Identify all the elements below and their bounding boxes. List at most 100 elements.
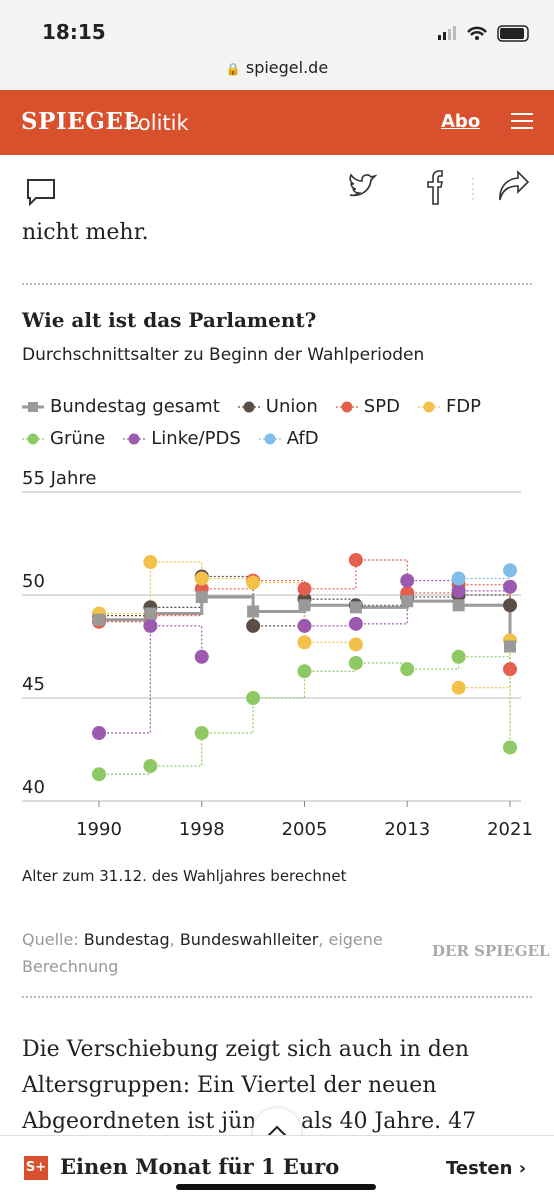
step-line	[201, 580, 254, 590]
point	[400, 573, 415, 588]
site-header: SPIEGEL Politik Abo	[0, 90, 554, 155]
point	[143, 555, 158, 570]
chart-note: Alter zum 31.12. des Wahljahres berechne…	[22, 867, 347, 885]
step-line	[458, 603, 512, 647]
promo-banner[interactable]: S+ Einen Monat für 1 Euro Testen ›	[0, 1135, 554, 1201]
point	[451, 571, 466, 586]
menu-icon[interactable]	[510, 111, 534, 131]
step-line	[458, 656, 511, 748]
point	[297, 618, 312, 633]
step-line	[304, 603, 358, 608]
step-line	[253, 671, 306, 699]
point	[246, 618, 261, 633]
point	[452, 599, 465, 612]
point	[246, 575, 261, 590]
legend-swatch	[258, 433, 281, 444]
section[interactable]: Politik	[126, 111, 189, 135]
step-line	[99, 607, 151, 617]
legend-item: FDP	[417, 396, 481, 417]
point	[194, 726, 209, 741]
point	[400, 662, 415, 677]
chart: 40 45 50 55 Jahre 1990 1998 2005 2013 2021	[22, 468, 533, 840]
step-line	[150, 625, 203, 657]
point	[297, 581, 312, 596]
y-tick-label: 55 Jahre	[22, 468, 96, 489]
point	[195, 591, 208, 604]
url[interactable]: 🔒 spiegel.de	[225, 58, 329, 77]
brand: DER SPIEGEL	[432, 942, 550, 960]
legend-item: Linke/PDS	[123, 428, 241, 449]
badge: S+	[24, 1156, 48, 1180]
source-prefix: Quelle:	[22, 930, 79, 949]
abo-link[interactable]: Abo	[441, 111, 481, 132]
step-line	[304, 641, 357, 645]
point	[298, 599, 311, 612]
article-text: Die Verschiebung zeigt sich auch in den …	[22, 1037, 477, 1134]
point	[348, 655, 363, 670]
step-line	[253, 582, 306, 643]
step-line	[458, 640, 511, 689]
step-line	[253, 605, 306, 613]
point	[143, 618, 158, 633]
legend-label: Bundestag gesamt	[50, 396, 220, 417]
point	[297, 635, 312, 650]
source-sep: ,	[169, 930, 175, 949]
point	[451, 649, 466, 664]
point	[348, 552, 363, 567]
comment-icon[interactable]	[27, 179, 55, 207]
legend-item: Bundestag gesamt	[22, 396, 220, 417]
point	[504, 640, 516, 653]
step-line	[355, 601, 409, 609]
point	[297, 664, 312, 679]
source-link[interactable]: Bundestag	[83, 930, 170, 949]
point	[401, 595, 414, 608]
point	[503, 563, 517, 578]
source: Quelle: Bundestag, Bundeswahlleiter, eig…	[22, 926, 402, 980]
url-text: spiegel.de	[245, 58, 329, 77]
legend-item: Grüne	[22, 428, 105, 449]
home-indicator	[176, 1184, 376, 1190]
logo[interactable]: SPIEGEL	[21, 108, 141, 135]
x-tick-label: 1990	[76, 819, 122, 840]
step-line	[150, 733, 203, 767]
promo-action[interactable]: Testen ›	[446, 1158, 527, 1179]
step-line	[99, 625, 151, 734]
step-line	[304, 623, 357, 627]
source-link[interactable]: Bundeswahlleiter	[179, 930, 319, 949]
step-line	[458, 584, 511, 670]
clock: 18:15	[42, 20, 106, 44]
point	[93, 613, 105, 626]
share-icon[interactable]	[499, 170, 530, 201]
legend-swatch	[237, 401, 260, 412]
promo-action-text: Testen	[446, 1158, 513, 1179]
step-line	[355, 597, 408, 606]
step-line	[407, 579, 460, 591]
step-line	[201, 577, 254, 583]
step-line	[201, 595, 255, 612]
legend-item: AfD	[258, 428, 319, 449]
article-text: nicht mehr.	[22, 220, 149, 245]
step-line	[304, 598, 357, 606]
promo-text: Einen Monat für 1 Euro	[60, 1154, 340, 1179]
step-line	[407, 584, 460, 594]
legend: Bundestag gesamt Union SPD FDP	[22, 396, 481, 417]
point	[451, 583, 466, 598]
step-line	[99, 615, 151, 623]
step-line	[304, 559, 357, 590]
chart-subtitle: Durchschnittsalter zu Beginn der Wahlper…	[22, 345, 425, 365]
point	[143, 758, 158, 773]
twitter-icon[interactable]	[349, 173, 378, 197]
facebook-icon[interactable]	[427, 170, 443, 205]
status-icons	[438, 25, 529, 42]
point	[503, 579, 517, 594]
step-line	[150, 588, 203, 617]
point	[348, 616, 363, 631]
separator	[22, 996, 532, 998]
step-line	[355, 580, 408, 625]
x-tick-label: 2013	[384, 819, 430, 840]
legend-item: Union	[237, 396, 318, 417]
step-line	[201, 575, 254, 626]
legend-swatch	[123, 433, 146, 444]
point	[451, 680, 466, 695]
